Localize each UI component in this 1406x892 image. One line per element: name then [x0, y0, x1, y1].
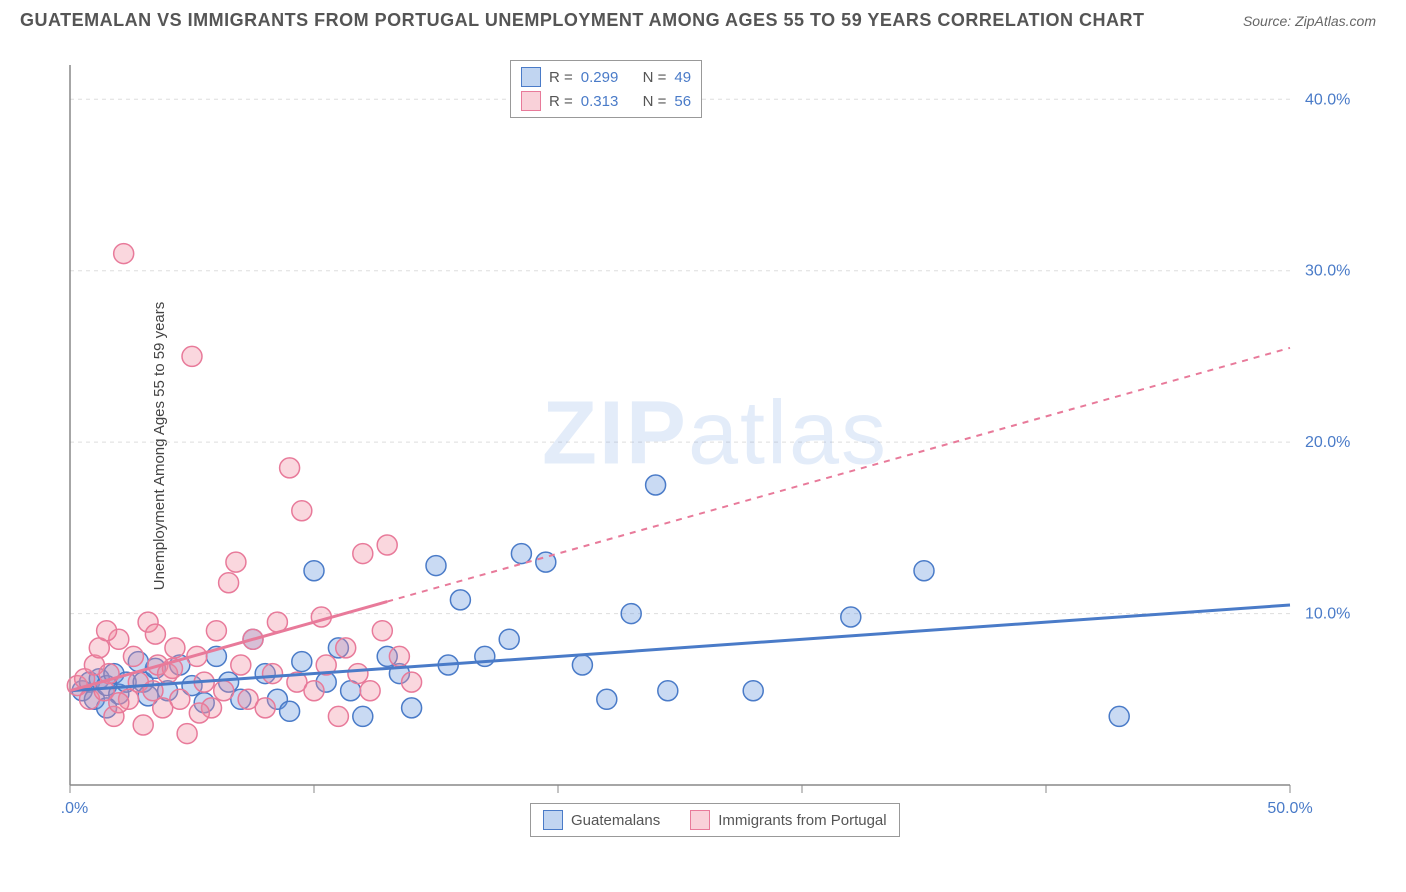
- legend-n-value-1: 56: [674, 93, 691, 110]
- svg-text:30.0%: 30.0%: [1305, 263, 1350, 280]
- legend-r-label: R =: [549, 93, 573, 110]
- legend-r-value-1: 0.313: [581, 93, 619, 110]
- legend-r-label: R =: [549, 69, 573, 86]
- legend-series-label-1: Immigrants from Portugal: [718, 812, 886, 829]
- legend-n-label: N =: [643, 69, 667, 86]
- svg-text:20.0%: 20.0%: [1305, 434, 1350, 451]
- legend-series-1: Immigrants from Portugal: [690, 808, 886, 832]
- scatter-plot-svg: 0.0% 50.0% 10.0% 20.0% 30.0% 40.0%: [60, 55, 1370, 845]
- legend-row-guatemalans: R = 0.299 N = 49: [521, 65, 691, 89]
- chart-area: 0.0%50.0%10.0%20.0%30.0%40.0% ZIPatlas R…: [60, 55, 1370, 845]
- swatch-blue-icon: [543, 810, 563, 830]
- swatch-pink-icon: [690, 810, 710, 830]
- chart-title: GUATEMALAN VS IMMIGRANTS FROM PORTUGAL U…: [20, 10, 1145, 31]
- legend-series-0: Guatemalans: [543, 808, 660, 832]
- svg-text:10.0%: 10.0%: [1305, 606, 1350, 623]
- swatch-pink-icon: [521, 91, 541, 111]
- swatch-blue-icon: [521, 67, 541, 87]
- legend-row-portugal: R = 0.313 N = 56: [521, 89, 691, 113]
- legend-series-label-0: Guatemalans: [571, 812, 660, 829]
- legend-n-label: N =: [643, 93, 667, 110]
- series-legend: Guatemalans Immigrants from Portugal: [530, 803, 900, 837]
- svg-text:50.0%: 50.0%: [1267, 800, 1312, 817]
- correlation-legend: R = 0.299 N = 49 R = 0.313 N = 56: [510, 60, 702, 118]
- source-attribution: Source: ZipAtlas.com: [1243, 13, 1376, 29]
- svg-text:0.0%: 0.0%: [60, 800, 88, 817]
- svg-text:40.0%: 40.0%: [1305, 91, 1350, 108]
- legend-r-value-0: 0.299: [581, 69, 619, 86]
- legend-n-value-0: 49: [674, 69, 691, 86]
